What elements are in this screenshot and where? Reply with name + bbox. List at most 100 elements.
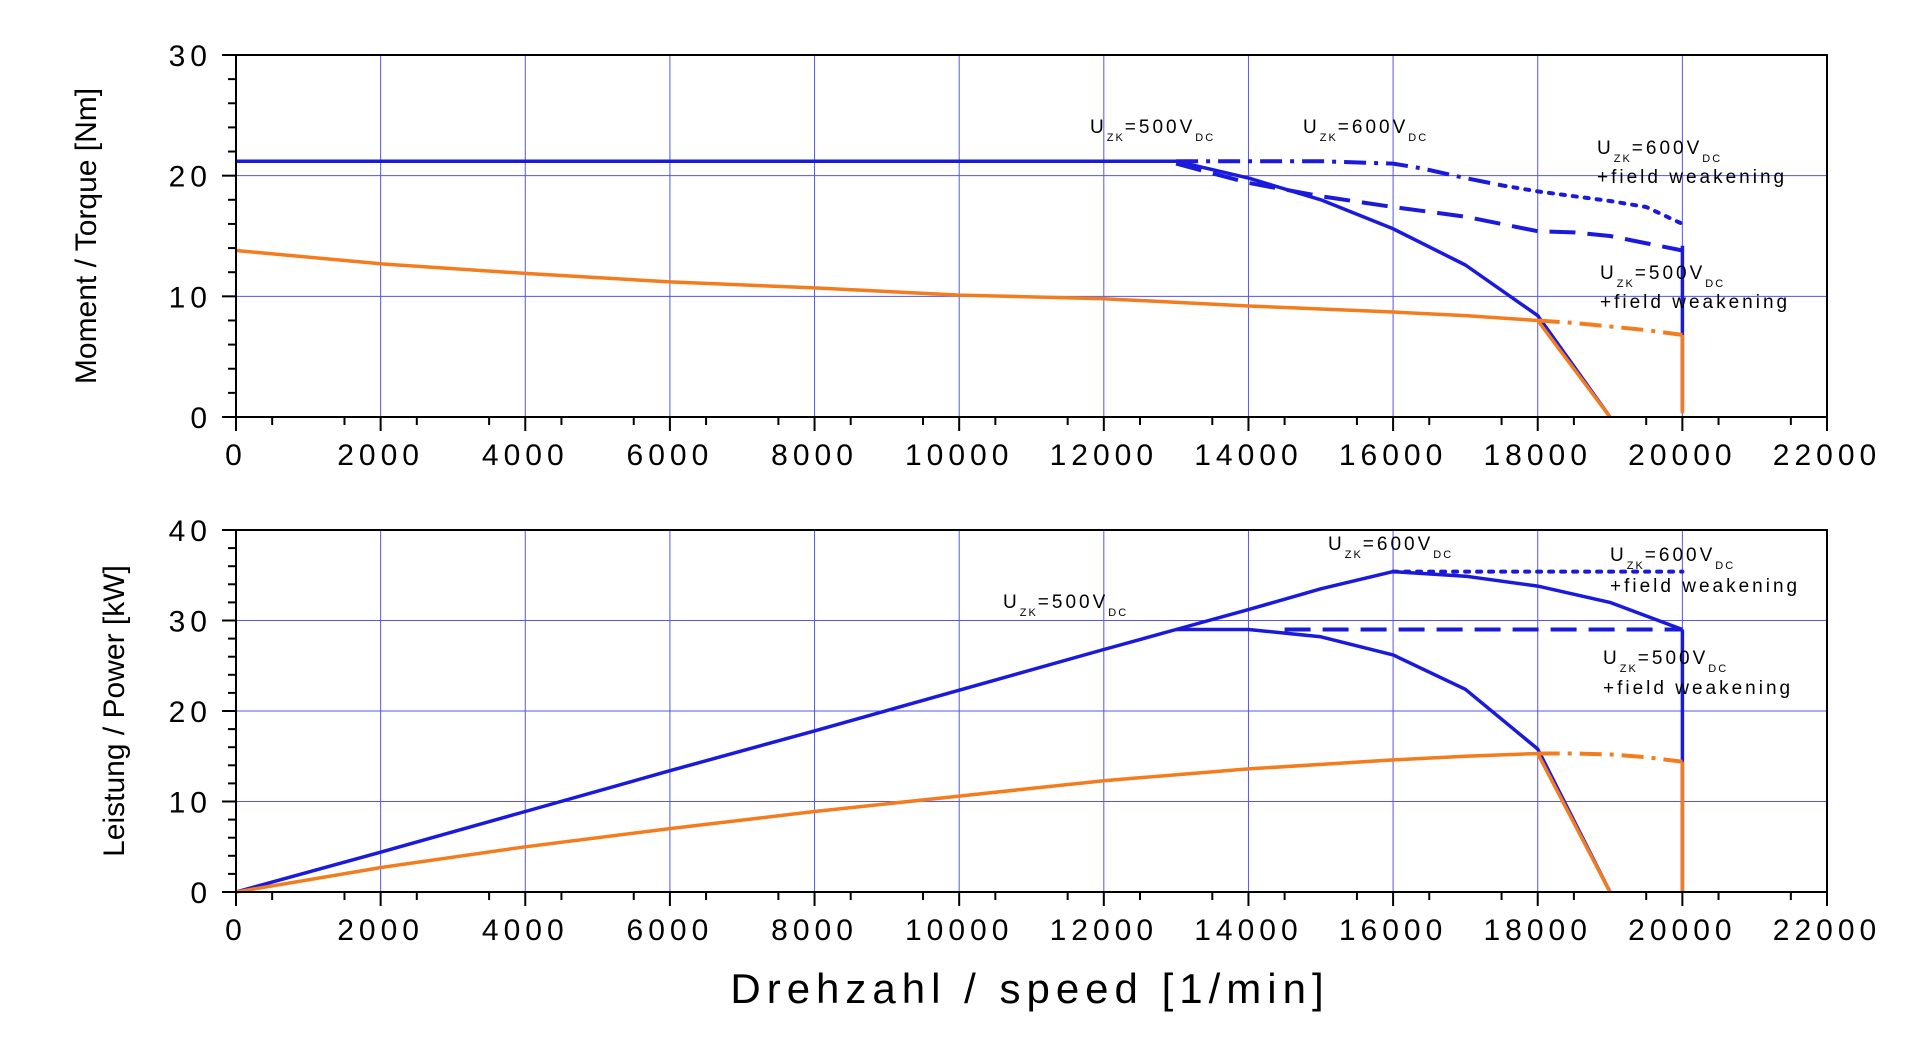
power-annotation-u600: UZK=600VDC bbox=[1328, 534, 1453, 561]
ann-main: U bbox=[1600, 263, 1617, 284]
ann-mid: =500V bbox=[1125, 117, 1195, 138]
torque-annotation-u500: UZK=500VDC bbox=[1090, 117, 1215, 144]
power-ytick-label: 0 bbox=[190, 877, 212, 910]
ann-mid: =500V bbox=[1038, 592, 1108, 613]
ann-main: U bbox=[1003, 592, 1020, 613]
torque-series bbox=[235, 159, 1685, 419]
power-xtick-label: 2000 bbox=[337, 914, 424, 947]
ann-sub2: DC bbox=[1108, 607, 1128, 619]
power-annotation-u500: UZK=500VDC bbox=[1003, 592, 1128, 619]
ann-mid: =600V bbox=[1645, 545, 1715, 566]
ann-mid: =600V bbox=[1363, 534, 1433, 555]
ann-sub2: DC bbox=[1708, 663, 1728, 675]
torque-xtick-label: 0 bbox=[225, 439, 247, 472]
torque-ylabel: Moment / Torque [Nm] bbox=[70, 88, 103, 384]
ann-sub: ZK bbox=[1620, 663, 1638, 675]
ann-sub2: DC bbox=[1433, 549, 1453, 561]
svg-text:UZK=600VDC: UZK=600VDC bbox=[1610, 545, 1735, 572]
ann-extra: +field weakening bbox=[1610, 576, 1800, 597]
torque-series-line bbox=[235, 248, 1612, 419]
ann-sub2: DC bbox=[1195, 132, 1215, 144]
ann-sub: ZK bbox=[1617, 278, 1635, 290]
power-xtick-label: 12000 bbox=[1050, 914, 1158, 947]
power-xtick-label: 10000 bbox=[905, 914, 1013, 947]
torque-ytick-labels: 0 10 20 30 bbox=[169, 40, 212, 435]
power-series-line bbox=[1176, 627, 1612, 893]
ann-mid: =500V bbox=[1635, 263, 1705, 284]
ann-mid: =600V bbox=[1632, 138, 1702, 159]
power-series-line bbox=[235, 751, 1612, 894]
torque-ytick-label: 10 bbox=[169, 281, 212, 314]
torque-xtick-label: 16000 bbox=[1339, 439, 1447, 472]
torque-xtick-label: 12000 bbox=[1050, 439, 1158, 472]
power-xtick-label: 22000 bbox=[1773, 914, 1881, 947]
power-xtick-label: 20000 bbox=[1628, 914, 1736, 947]
torque-ytick-label: 30 bbox=[169, 40, 212, 73]
torque-series-line bbox=[1175, 161, 1683, 253]
power-xtick-label: 14000 bbox=[1194, 914, 1302, 947]
ann-main: U bbox=[1328, 534, 1345, 555]
power-series-line bbox=[1537, 751, 1683, 764]
torque-xtick-label: 14000 bbox=[1194, 439, 1302, 472]
torque-xtick-label: 4000 bbox=[482, 439, 569, 472]
ann-extra: +field weakening bbox=[1597, 167, 1787, 188]
power-xtick-label: 6000 bbox=[627, 914, 714, 947]
ann-sub: ZK bbox=[1627, 560, 1645, 572]
torque-chart: 0 2000 4000 6000 8000 10000 12000 14000 16000 180… bbox=[70, 40, 1876, 472]
ann-sub: ZK bbox=[1614, 153, 1632, 165]
ann-main: U bbox=[1603, 648, 1620, 669]
torque-annotation-u600-fw: UZK=600VDC +field weakening bbox=[1597, 138, 1787, 188]
power-xtick-label: 4000 bbox=[482, 914, 569, 947]
svg-text:UZK=600VDC: UZK=600VDC bbox=[1328, 534, 1453, 561]
power-grid bbox=[236, 530, 1827, 892]
ann-main: U bbox=[1597, 138, 1614, 159]
ann-mid: =500V bbox=[1638, 648, 1708, 669]
power-ytick-label: 10 bbox=[169, 787, 212, 820]
torque-xtick-labels: 0 2000 4000 6000 8000 10000 12000 14000 16000 180… bbox=[225, 439, 1876, 472]
torque-xtick-label: 6000 bbox=[627, 439, 714, 472]
ann-main: U bbox=[1610, 545, 1627, 566]
power-xtick-label: 8000 bbox=[771, 914, 858, 947]
torque-xtick-label: 10000 bbox=[905, 439, 1013, 472]
svg-text:UZK=600VDC: UZK=600VDC bbox=[1597, 138, 1722, 165]
power-xtick-label: 18000 bbox=[1484, 914, 1592, 947]
svg-text:UZK=500VDC: UZK=500VDC bbox=[1090, 117, 1215, 144]
ann-main: U bbox=[1303, 117, 1320, 138]
torque-plot-frame bbox=[235, 54, 1828, 418]
svg-text:UZK=500VDC: UZK=500VDC bbox=[1003, 592, 1128, 619]
torque-series-line bbox=[1176, 159, 1502, 188]
torque-xtick-label: 2000 bbox=[337, 439, 424, 472]
power-ytick-label: 40 bbox=[169, 515, 212, 548]
ann-sub2: DC bbox=[1702, 153, 1722, 165]
ann-sub: ZK bbox=[1107, 132, 1125, 144]
ann-mid: =600V bbox=[1338, 117, 1408, 138]
power-ticks bbox=[222, 529, 1828, 906]
ann-sub: ZK bbox=[1345, 549, 1363, 561]
ann-extra: +field weakening bbox=[1603, 678, 1793, 699]
power-ytick-label: 20 bbox=[169, 696, 212, 729]
torque-annotation-u500-fw: UZK=500VDC +field weakening bbox=[1600, 263, 1790, 313]
torque-ticks bbox=[222, 54, 1828, 431]
power-ytick-labels: 0 10 20 30 40 bbox=[169, 515, 212, 910]
ann-main: U bbox=[1090, 117, 1107, 138]
power-annotation-u500-fw: UZK=500VDC +field weakening bbox=[1603, 648, 1793, 699]
power-chart: 0 2000 4000 6000 8000 10000 12000 14000 16000 180… bbox=[98, 515, 1881, 1012]
ann-extra: +field weakening bbox=[1600, 292, 1790, 313]
torque-xtick-label: 20000 bbox=[1628, 439, 1736, 472]
power-xtick-labels: 0 2000 4000 6000 8000 10000 12000 14000 16000 180… bbox=[225, 914, 1881, 947]
svg-text:UZK=500VDC: UZK=500VDC bbox=[1603, 648, 1728, 675]
ann-sub: ZK bbox=[1020, 607, 1038, 619]
power-annotation-u600-fw: UZK=600VDC +field weakening bbox=[1610, 545, 1800, 597]
svg-text:UZK=600VDC: UZK=600VDC bbox=[1303, 117, 1428, 144]
ann-sub2: DC bbox=[1705, 278, 1725, 290]
torque-xtick-label: 18000 bbox=[1484, 439, 1592, 472]
torque-ytick-label: 20 bbox=[169, 161, 212, 194]
power-series bbox=[235, 569, 1685, 894]
torque-series-line bbox=[1537, 318, 1683, 337]
svg-text:UZK=500VDC: UZK=500VDC bbox=[1600, 263, 1725, 290]
torque-xtick-label: 8000 bbox=[771, 439, 858, 472]
torque-series-line bbox=[236, 159, 1612, 419]
ann-sub: ZK bbox=[1320, 132, 1338, 144]
torque-ytick-label: 0 bbox=[190, 402, 212, 435]
